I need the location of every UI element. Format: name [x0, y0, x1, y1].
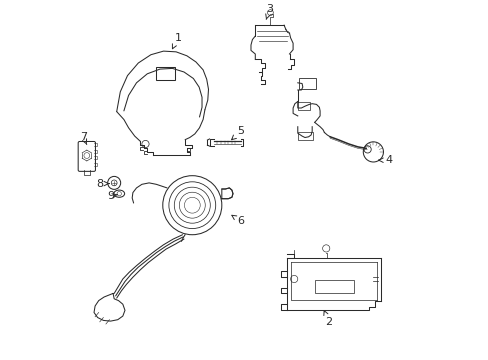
Text: 4: 4 [378, 155, 391, 165]
Bar [314, 280, 354, 293]
Text: 2: 2 [323, 311, 332, 327]
Bar [297, 132, 312, 140]
Text: 9: 9 [107, 191, 118, 201]
Bar [156, 67, 175, 80]
Bar [297, 102, 310, 110]
Text: 8: 8 [96, 179, 109, 189]
Text: 3: 3 [265, 4, 273, 19]
Text: 5: 5 [231, 126, 244, 140]
Text: 6: 6 [231, 215, 244, 226]
Text: 7: 7 [80, 132, 86, 145]
Text: 1: 1 [172, 33, 181, 49]
Bar [298, 78, 315, 89]
